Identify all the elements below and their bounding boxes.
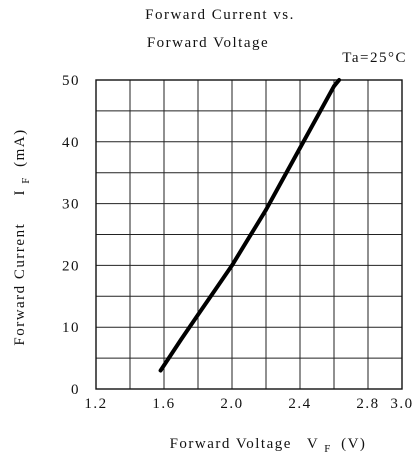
- y-axis-label-unit: (mA): [12, 128, 28, 167]
- condition-label: Ta=25°C: [342, 50, 407, 66]
- y-axis-label-subscript: F: [20, 176, 32, 184]
- y-axis-label-symbol: I: [12, 189, 28, 196]
- series-layer: [158, 78, 342, 373]
- x-tick-label: 1.6: [152, 396, 175, 412]
- y-tick-label: 30: [62, 197, 80, 213]
- y-axis-label-main: Forward Current: [12, 223, 28, 346]
- x-axis-label-subscript: F: [324, 443, 332, 454]
- x-tick-label: 2.8: [356, 396, 379, 412]
- y-tick-label: 40: [62, 135, 80, 151]
- plot-frame: [95, 79, 403, 390]
- y-tick-label: 10: [62, 320, 80, 336]
- forward-current-curve: [158, 78, 342, 373]
- x-tick-label: 3.0: [390, 396, 412, 412]
- y-tick-label: 20: [62, 258, 80, 274]
- tick-labels: 1.2 1.6 2.0 2.4 2.8 3.0 0 10 20 30 40 50: [62, 73, 412, 412]
- x-tick-label: 2.0: [220, 396, 243, 412]
- x-axis-label-main: Forward Voltage: [170, 436, 292, 452]
- x-axis-label: Forward Voltage V F (V): [170, 436, 367, 454]
- y-axis-label: Forward Current I F (mA): [12, 128, 33, 345]
- y-tick-label: 0: [71, 382, 80, 398]
- chart-title-line-1: Forward Current vs.: [145, 7, 295, 23]
- plot-border: [95, 79, 403, 390]
- x-tick-label: 1.2: [84, 396, 107, 412]
- x-axis-label-unit: (V): [341, 436, 366, 452]
- x-axis-label-symbol: V: [307, 436, 319, 452]
- chart-title-line-2: Forward Voltage: [147, 35, 269, 51]
- x-tick-label: 2.4: [288, 396, 311, 412]
- y-tick-label: 50: [62, 73, 80, 89]
